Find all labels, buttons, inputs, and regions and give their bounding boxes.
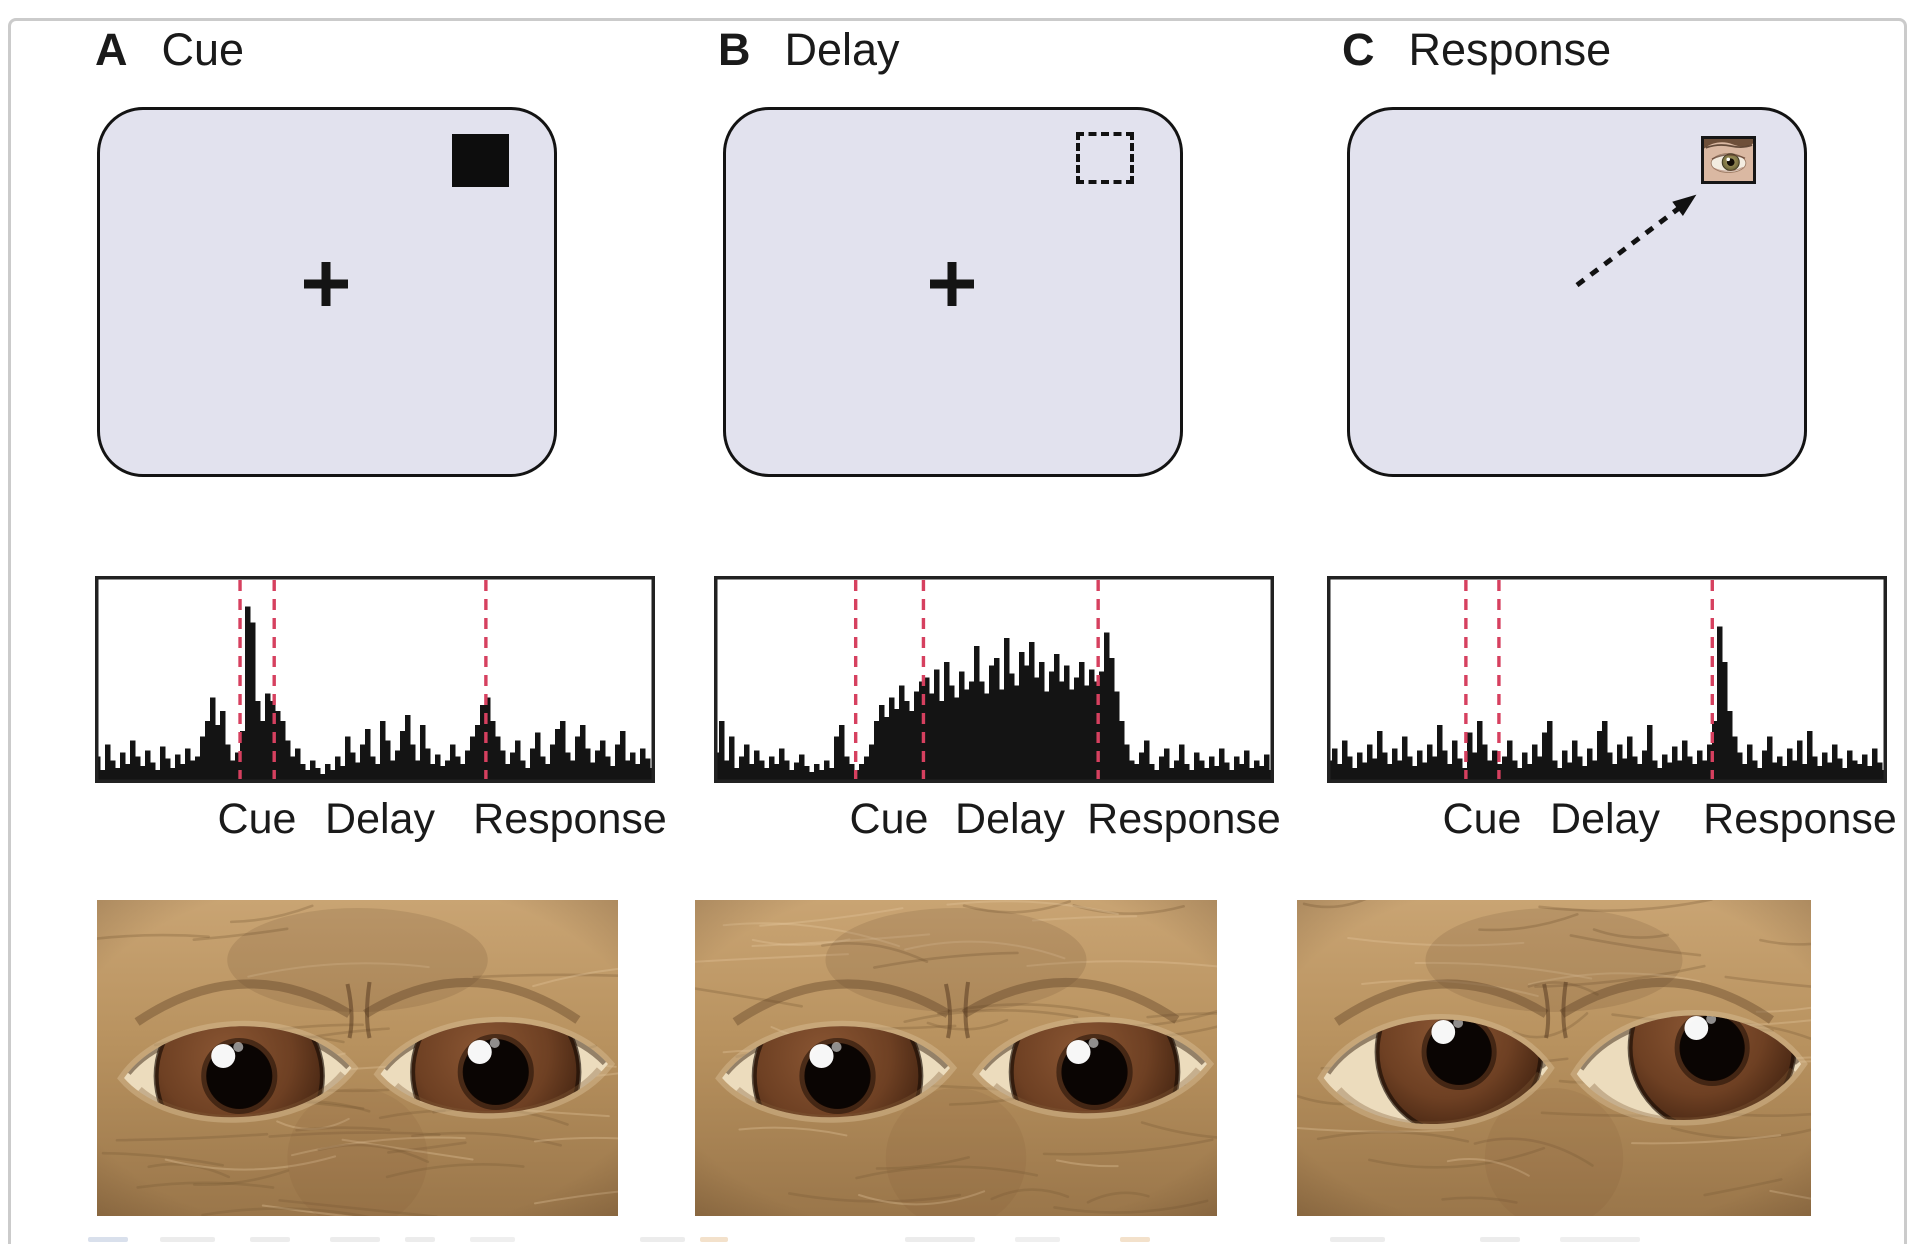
panel-b-letter: B	[718, 24, 751, 75]
fixation-cross-icon	[930, 262, 974, 306]
remembered-location-dashed-square-icon	[1076, 132, 1134, 184]
monkey-eyes-saccade-up-right	[1297, 900, 1811, 1216]
cue-target-square-icon	[452, 134, 509, 187]
axis-label-cue: Cue	[217, 795, 297, 843]
axis-label-delay: Delay	[1550, 795, 1660, 843]
monkey-eyes-fixating	[695, 900, 1217, 1216]
spike-histogram-cue-neuron	[95, 576, 655, 783]
panel-b-title: Delay	[784, 24, 900, 75]
panel-c-letter: C	[1342, 24, 1375, 75]
axis-label-delay: Delay	[955, 795, 1065, 843]
axis-label-response: Response	[473, 795, 667, 843]
axis-label-response: Response	[1703, 795, 1897, 843]
spike-histogram-delay-neuron	[714, 576, 1274, 783]
fixation-cross-icon	[304, 262, 348, 306]
screen-response	[1347, 107, 1807, 477]
axis-label-cue: Cue	[849, 795, 929, 843]
panel-c-title: Response	[1408, 24, 1612, 75]
panel-a-title: Cue	[161, 24, 245, 75]
gaze-target-eye-icon	[1701, 136, 1756, 184]
axis-label-delay: Delay	[325, 795, 435, 843]
spike-histogram-response-neuron	[1327, 576, 1887, 783]
screen-cue	[97, 107, 557, 477]
monkey-eyes-fixating	[97, 900, 618, 1216]
axis-label-cue: Cue	[1442, 795, 1522, 843]
panel-a-header: A Cue	[95, 26, 244, 74]
panel-b-header: B Delay	[718, 26, 900, 74]
screen-delay	[723, 107, 1183, 477]
panel-a-letter: A	[95, 24, 128, 75]
axis-label-response: Response	[1087, 795, 1281, 843]
panel-c-header: C Response	[1342, 26, 1611, 74]
